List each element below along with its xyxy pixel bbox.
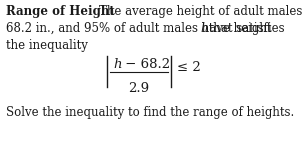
Text: Range of Height: Range of Height [6,5,115,18]
Text: h: h [200,22,208,35]
Text: the inequality: the inequality [6,39,88,52]
Text: − 68.2: − 68.2 [121,58,170,71]
Text: 2.9: 2.9 [128,82,150,95]
Text: that satisfies: that satisfies [206,22,285,35]
Text: 68.2 in., and 95% of adult males have height: 68.2 in., and 95% of adult males have he… [6,22,275,35]
Text: ≤ 2: ≤ 2 [177,61,201,75]
Text: h: h [113,58,122,71]
Text: Solve the inequality to find the range of heights.: Solve the inequality to find the range o… [6,106,294,119]
Text: The average height of adult males is: The average height of adult males is [85,5,304,18]
